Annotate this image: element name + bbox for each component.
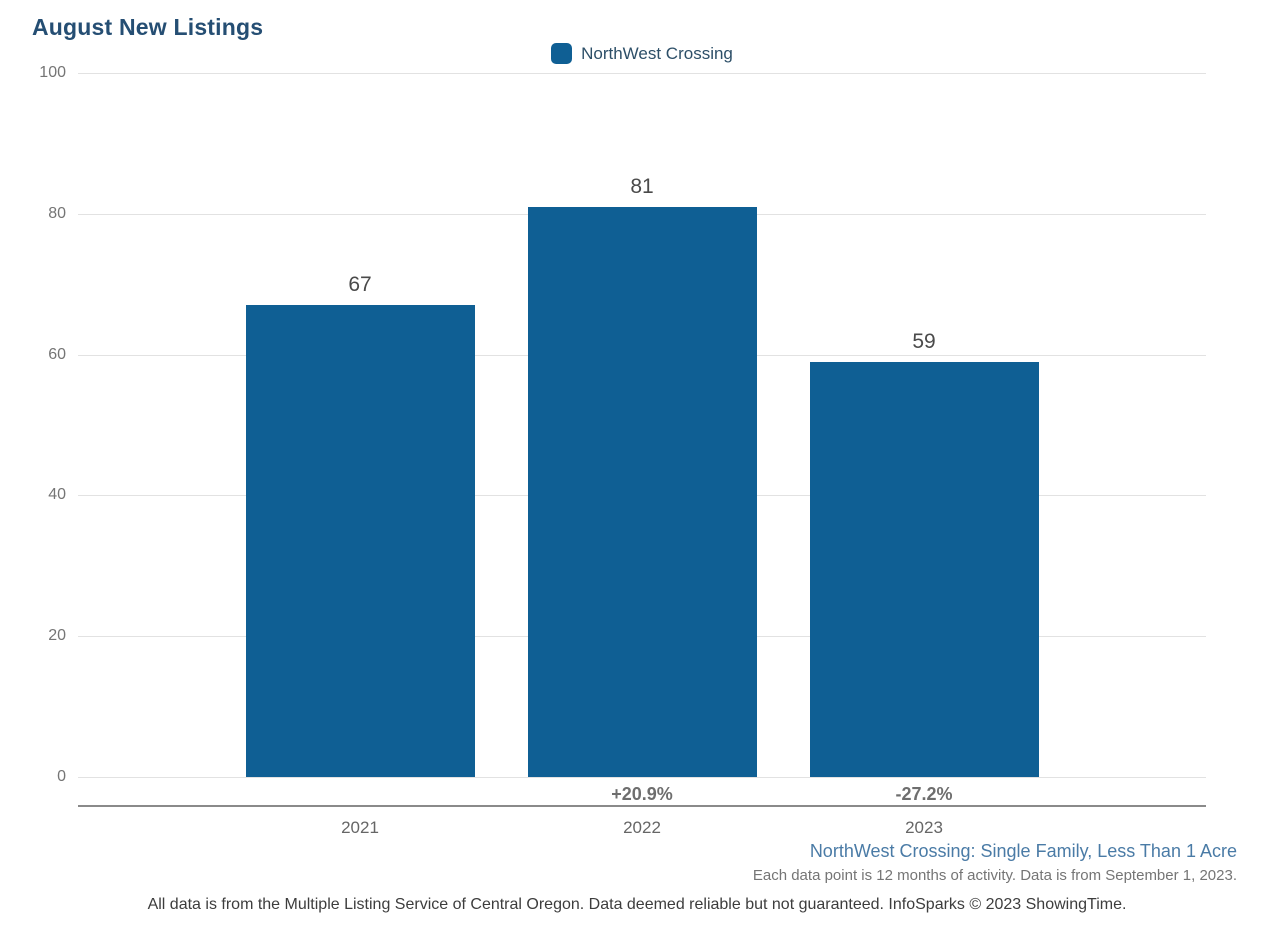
y-tick-label-0: 0 xyxy=(57,768,66,785)
bar-value-label-2023: 59 xyxy=(912,329,936,353)
footer-series-note: NorthWest Crossing: Single Family, Less … xyxy=(809,841,1237,861)
legend-label: NorthWest Crossing xyxy=(581,43,733,63)
x-axis-baseline xyxy=(78,805,1206,807)
bar-group-2022: 81 +20.9% 2022 xyxy=(527,73,757,837)
chart-title: August New Listings xyxy=(32,14,264,40)
bar-2023[interactable] xyxy=(809,361,1039,777)
y-tick-label-100: 100 xyxy=(39,64,66,81)
plot-area: 100 80 60 40 20 0 67 2021 81 +20.9% 2022 59 -27.2% 2… xyxy=(39,64,1206,837)
bar-group-2023: 59 -27.2% 2023 xyxy=(809,73,1039,837)
legend-item-northwest-crossing[interactable]: NorthWest Crossing xyxy=(551,43,733,64)
footer-disclaimer: All data is from the Multiple Listing Se… xyxy=(147,896,1127,913)
x-axis-label-2023: 2023 xyxy=(905,818,943,837)
bar-group-2021: 67 2021 xyxy=(245,73,475,837)
bar-2021[interactable] xyxy=(245,305,475,777)
legend-swatch-icon xyxy=(551,43,573,64)
gridline-y-0 xyxy=(78,777,1206,778)
bar-2022[interactable] xyxy=(527,206,757,777)
y-tick-label-20: 20 xyxy=(48,627,66,645)
footer-data-note: Each data point is 12 months of activity… xyxy=(752,867,1237,884)
bar-value-label-2022: 81 xyxy=(630,174,654,198)
x-axis-label-2021: 2021 xyxy=(341,818,379,837)
y-tick-label-80: 80 xyxy=(48,204,66,222)
pct-change-label-2022: +20.9% xyxy=(611,784,673,804)
gridline-y-100 xyxy=(78,73,1206,74)
y-tick-label-40: 40 xyxy=(48,486,66,504)
x-axis-label-2022: 2022 xyxy=(623,818,661,837)
bar-value-label-2021: 67 xyxy=(348,273,372,297)
legend: NorthWest Crossing xyxy=(0,43,1284,64)
y-tick-label-60: 60 xyxy=(48,345,66,363)
pct-change-label-2023: -27.2% xyxy=(895,784,953,804)
